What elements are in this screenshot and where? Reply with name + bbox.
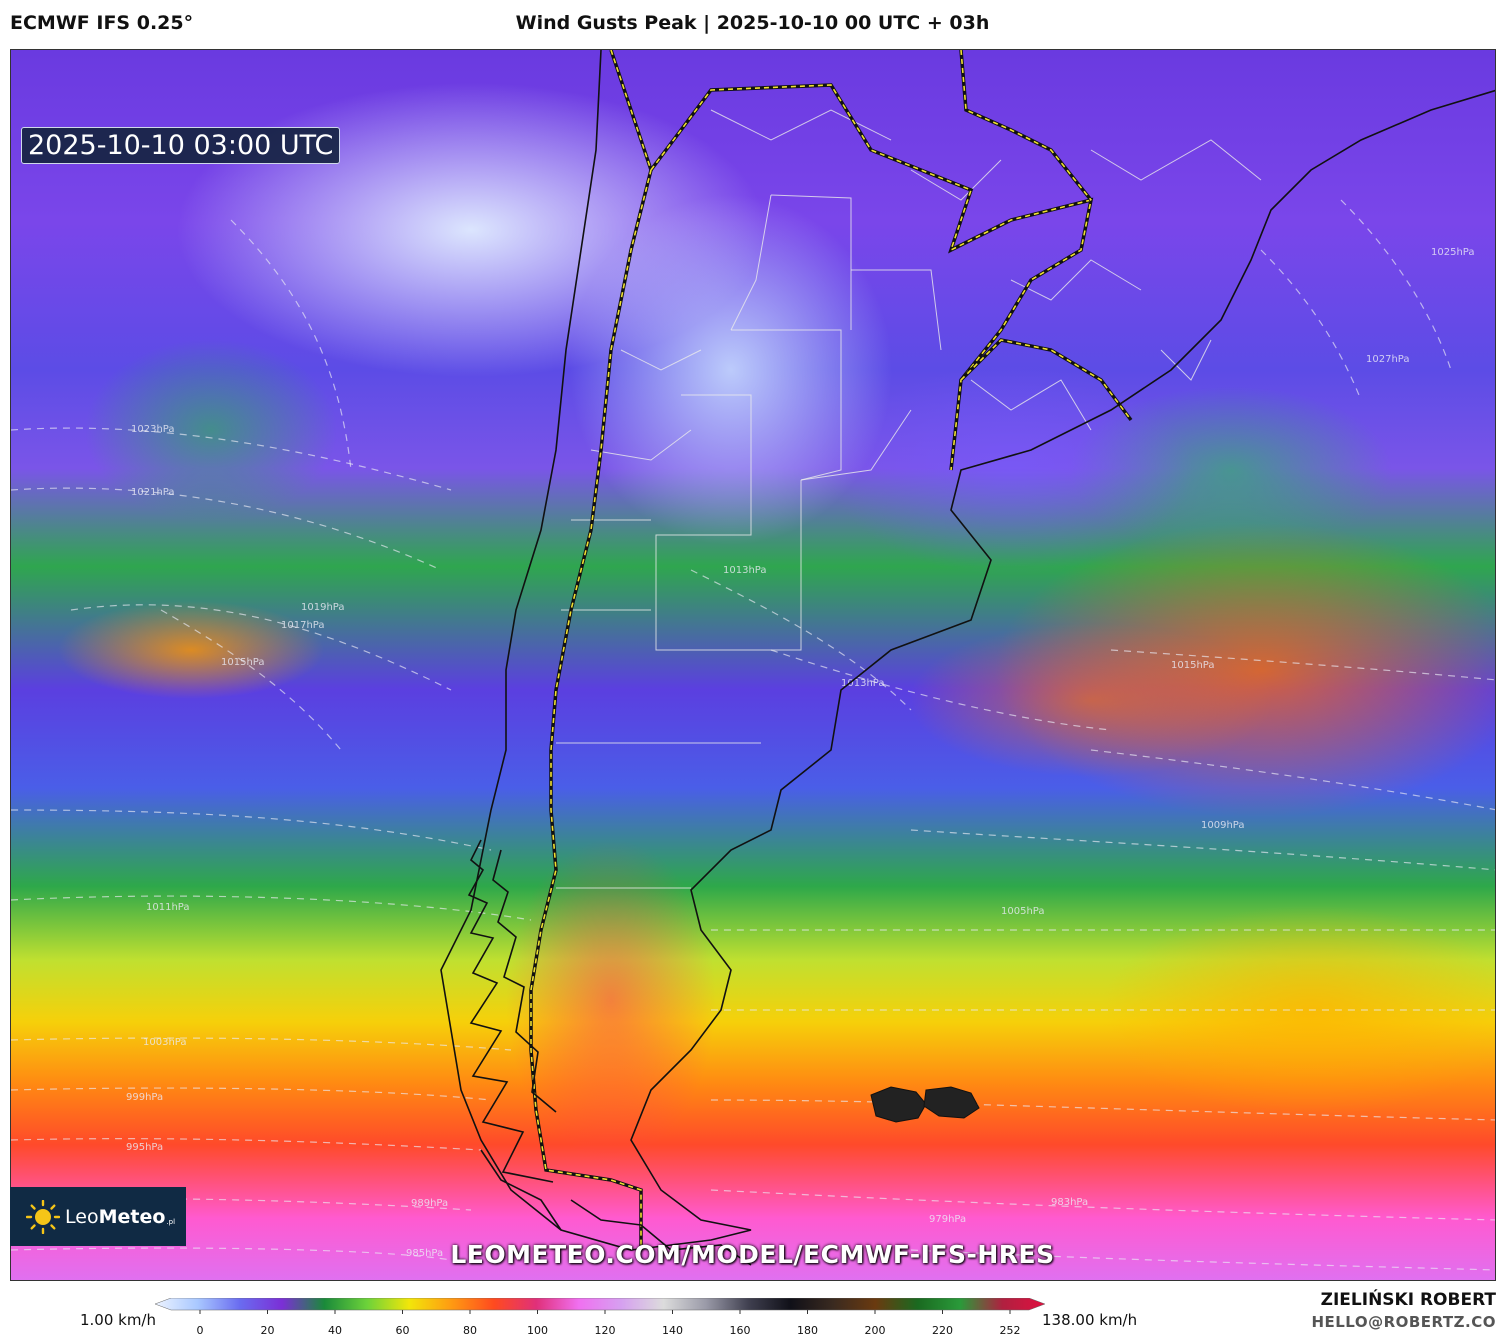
isobar-label: 1021hPa: [131, 487, 175, 498]
colorbar-tick-label: 140: [662, 1324, 683, 1337]
valid-time-label: 2025-10-10 03:00 UTC: [21, 127, 341, 164]
isobar-label: 1019hPa: [301, 602, 345, 613]
isobar-label: 1013hPa: [723, 565, 767, 576]
colorbar-tick-label: 120: [595, 1324, 616, 1337]
colorbar-min-label: 1.00 km/h: [79, 1311, 156, 1329]
isobar-label: 1015hPa: [1171, 660, 1215, 671]
logo-text-bold: Meteo: [98, 1205, 166, 1228]
national-border: [529, 50, 653, 1250]
isobar-label: 989hPa: [411, 1198, 448, 1209]
colorbar-tick-label: 180: [797, 1324, 818, 1337]
isobar-label: 1015hPa: [221, 657, 265, 668]
colorbar-tick-label: 40: [328, 1324, 342, 1337]
isobar-labels: 1023hPa 1021hPa 1019hPa 1017hPa 1015hPa …: [126, 247, 1475, 1259]
logo-text: LeoMeteo: [65, 1206, 165, 1228]
isobar-label: 1017hPa: [281, 620, 325, 631]
chile-archipelago: [467, 839, 752, 1266]
isobar-label: 1025hPa: [1431, 247, 1475, 258]
leometeo-logo[interactable]: LeoMeteo .pl: [10, 1187, 186, 1246]
colorbar-tick-label: 60: [396, 1324, 410, 1337]
model-name: ECMWF IFS 0.25°: [10, 12, 194, 34]
coastline: [440, 50, 1495, 1251]
wind-gust-map[interactable]: 1023hPa 1021hPa 1019hPa 1017hPa 1015hPa …: [10, 49, 1496, 1281]
province-boundaries: [556, 109, 1262, 889]
isobar-label: 1009hPa: [1201, 820, 1245, 831]
colorbar-tick-label: 252: [1000, 1324, 1021, 1337]
isobar-label: 1003hPa: [143, 1037, 187, 1048]
colorbar-tick-label: 20: [261, 1324, 275, 1337]
colorbar: 0 20 40 60 80 100 120 140 160 180 200 220 252: [155, 1298, 1045, 1337]
isobar-label: 1013hPa: [841, 678, 885, 689]
isobar-label: 999hPa: [126, 1092, 163, 1103]
sun-icon: [26, 1199, 60, 1234]
url-watermark[interactable]: LEOMETEO.COM/MODEL/ECMWF-IFS-HRES: [450, 1240, 1055, 1269]
colorbar-tick-label: 200: [865, 1324, 886, 1337]
isobars: [11, 199, 1495, 1271]
falkland-islands: [870, 1086, 980, 1123]
isobar-label: 995hPa: [126, 1142, 163, 1153]
colorbar-tick-label: 160: [730, 1324, 751, 1337]
isobar-label: 985hPa: [406, 1248, 443, 1259]
logo-text-light: Leo: [65, 1205, 99, 1228]
colorbar-ticks: 0 20 40 60 80 100 120 140 160 180 200 220 252: [197, 1310, 1021, 1337]
logo-suffix: .pl: [166, 1218, 176, 1226]
isobar-label: 1005hPa: [1001, 906, 1045, 917]
isobar-label: 983hPa: [1051, 1197, 1088, 1208]
isobar-label: 1027hPa: [1366, 354, 1410, 365]
isobar-label: 979hPa: [929, 1214, 966, 1225]
colorbar-tick-label: 220: [932, 1324, 953, 1337]
colorbar-tick-label: 0: [197, 1324, 204, 1337]
colorbar-tick-label: 80: [463, 1324, 477, 1337]
author-credit: ZIELIŃSKI ROBERT: [1320, 1290, 1496, 1310]
colorbar-bar: [155, 1298, 1045, 1311]
isobar-label: 1011hPa: [146, 902, 190, 913]
colorbar-tick-label: 100: [527, 1324, 548, 1337]
isobar-label: 1023hPa: [131, 424, 175, 435]
colorbar-max-label: 138.00 km/h: [1042, 1311, 1138, 1329]
map-title: Wind Gusts Peak | 2025-10-10 00 UTC + 03…: [515, 12, 990, 34]
map-overlay: 1023hPa 1021hPa 1019hPa 1017hPa 1015hPa …: [11, 50, 1495, 1271]
author-email[interactable]: HELLO@ROBERTZ.CO: [1311, 1313, 1496, 1331]
